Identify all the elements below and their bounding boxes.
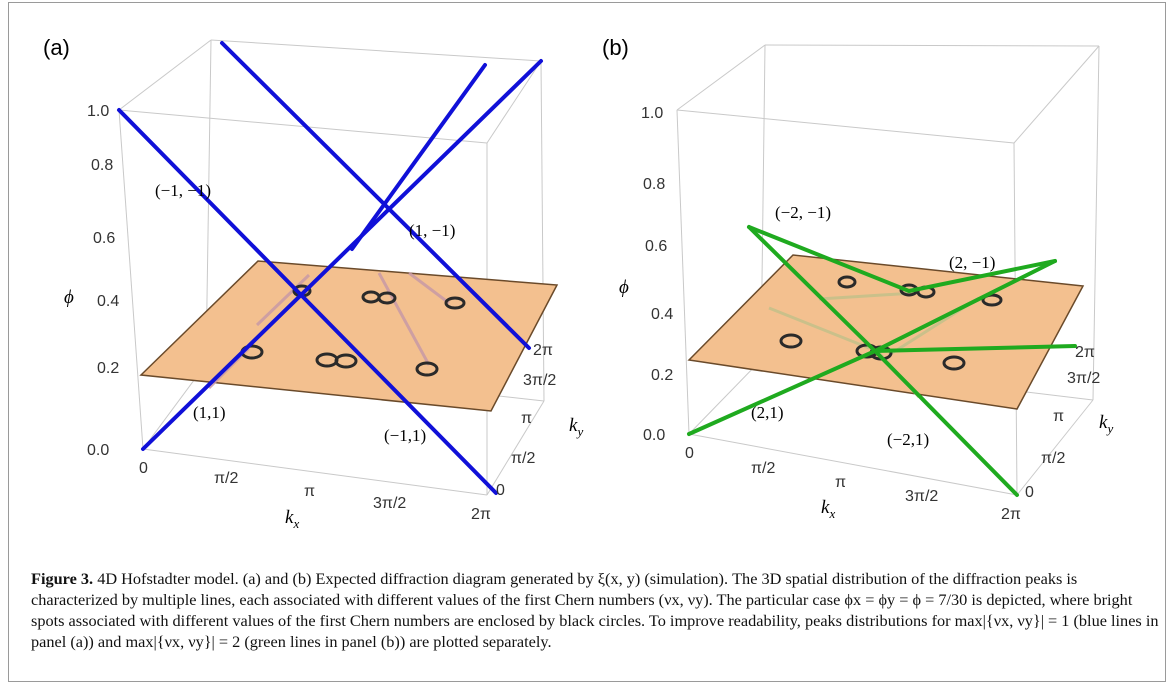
figure-frame: (a)	[8, 2, 1166, 682]
panel-b-ky-title: ky	[1099, 412, 1113, 436]
panel-b-ky-tick: 3π/2	[1067, 370, 1100, 387]
panel-b-phi-plane	[687, 254, 1085, 410]
panel-b-label-2-1: (2,1)	[751, 403, 784, 422]
panel-a-kx-tick: π	[304, 483, 315, 500]
panel-b-kx-tick: π	[835, 474, 846, 491]
caption-label: Figure 3.	[31, 569, 94, 588]
panel-b: (b)	[602, 35, 1113, 523]
panel-a-z-title: ϕ	[64, 287, 74, 308]
figure-graphic: (a)	[43, 35, 1113, 531]
panel-a-z-tick: 0.2	[97, 360, 119, 377]
panel-b-ky-tick: π/2	[1041, 450, 1065, 467]
panel-a-ky-tick: π/2	[511, 450, 535, 467]
panel-b-kx-title: kx	[821, 497, 835, 521]
panel-a-line-1-minus1	[220, 41, 531, 350]
panel-a-line-1-1	[141, 59, 543, 451]
panel-a-kx-tick: 3π/2	[373, 495, 406, 512]
panel-b-label-minus2-minus1: (−2, −1)	[775, 203, 831, 222]
panel-a-z-tick: 0.0	[87, 442, 109, 459]
panel-a-z-tick: 0.8	[91, 157, 113, 174]
panel-a-ky-title: ky	[569, 415, 583, 439]
panel-b-label: (b)	[602, 35, 629, 60]
panel-a-ky-tick: 3π/2	[523, 372, 556, 389]
panel-a-z-tick: 0.4	[97, 293, 119, 310]
panel-a-label: (a)	[43, 35, 70, 60]
panel-b-ky-tick: 0	[1025, 484, 1034, 501]
panel-b-z-tick: 0.4	[651, 306, 673, 323]
panel-a-label-minus1-1: (−1,1)	[384, 426, 426, 445]
panel-a-z-tick: 1.0	[87, 103, 109, 120]
panel-b-z-tick: 0.2	[651, 367, 673, 384]
panel-b-line-2-minus1	[747, 225, 1057, 294]
panel-b-label-minus2-1: (−2,1)	[887, 430, 929, 449]
panel-b-chern-lines	[687, 225, 1077, 497]
panel-a-line-minus1-1	[350, 63, 487, 251]
panel-b-kx-tick: 3π/2	[905, 488, 938, 505]
panel-b-ky-tick: π	[1053, 408, 1064, 425]
panel-a-kx-title: kx	[285, 507, 299, 531]
panel-b-kx-tick: π/2	[751, 460, 775, 477]
panel-a-ky-tick: π	[521, 410, 532, 427]
panel-b-ky-tick: 2π	[1075, 344, 1095, 361]
figure-caption: Figure 3. 4D Hofstadter model. (a) and (…	[31, 568, 1159, 652]
panel-a-kx-tick: π/2	[214, 470, 238, 487]
panel-a-chern-lines	[117, 41, 543, 495]
panel-a-label-1-1: (1,1)	[193, 403, 226, 422]
panel-a-kx-tick: 2π	[471, 506, 491, 523]
panel-a-label-minus1-minus1: (−1, −1)	[155, 181, 211, 200]
panel-a-ky-tick: 2π	[533, 342, 553, 359]
panel-a-z-tick: 0.6	[93, 230, 115, 247]
panel-b-z-tick: 0.6	[645, 238, 667, 255]
panel-b-z-tick: 1.0	[641, 105, 663, 122]
panel-a-kx-tick: 0	[139, 460, 148, 477]
panel-a-line-minus1-minus1	[117, 108, 498, 495]
panel-a-label-1-minus1: (1, −1)	[409, 221, 455, 240]
panel-b-z-tick: 0.8	[643, 176, 665, 193]
panel-b-z-tick: 0.0	[643, 427, 665, 444]
panel-a-ky-tick: 0	[496, 482, 505, 499]
panel-b-kx-tick: 0	[685, 445, 694, 462]
panel-a-peak-circles	[240, 284, 466, 377]
panel-b-kx-tick: 2π	[1001, 506, 1021, 523]
panel-a: (a)	[43, 35, 583, 531]
panel-b-label-2-minus1: (2, −1)	[949, 253, 995, 272]
panel-b-z-title: ϕ	[619, 277, 629, 298]
caption-text: 4D Hofstadter model. (a) and (b) Expecte…	[31, 569, 1159, 651]
panel-b-line-minus2-1	[873, 344, 1077, 353]
